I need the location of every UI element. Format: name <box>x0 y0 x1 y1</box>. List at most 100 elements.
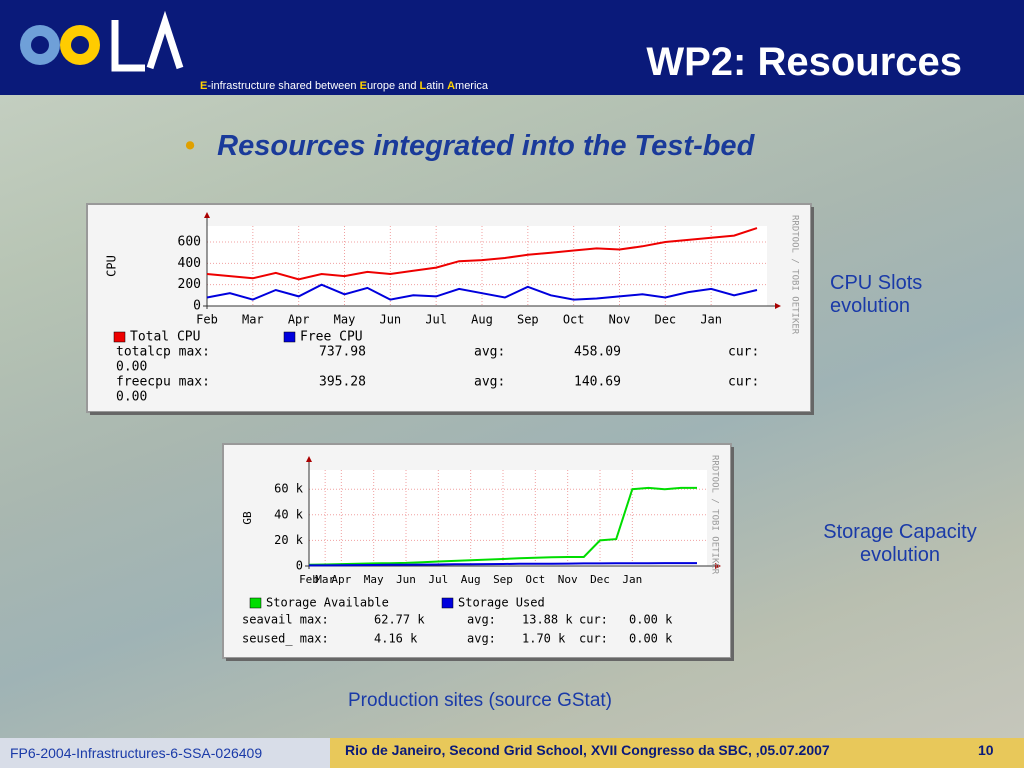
slide-title: WP2: Resources <box>646 40 962 84</box>
graph-shadow <box>811 207 814 415</box>
x-tick-label: Dec <box>590 573 610 586</box>
stats-text: avg: <box>474 345 505 360</box>
tagline-part: E <box>359 80 367 92</box>
stats-text: 458.09 <box>574 345 621 360</box>
axis-arrow <box>715 563 721 569</box>
x-tick-label: Dec <box>654 313 676 327</box>
series-line <box>308 486 697 566</box>
note: CPU Slots evolution <box>830 272 923 317</box>
tagline-part: E <box>200 80 208 92</box>
y-tick-label: 400 <box>178 256 201 271</box>
stats-text: avg: <box>467 613 496 627</box>
stats-text: cur: <box>579 613 608 627</box>
stats-text: cur: <box>579 632 608 646</box>
legend-label: Free CPU <box>300 330 363 345</box>
x-tick-label: Sep <box>517 313 539 327</box>
page-number: 10 <box>978 742 994 758</box>
x-tick-label: May <box>364 573 384 586</box>
axis-arrow <box>204 212 210 218</box>
x-tick-label: Jan <box>622 573 642 586</box>
tagline-part: -infrastructure shared between <box>207 80 360 92</box>
series-line <box>206 283 758 301</box>
stats-text: 13.88 k <box>522 613 573 627</box>
stats-text: seused_ max: <box>242 632 329 646</box>
stats-text: avg: <box>474 375 505 390</box>
x-tick-label: Apr <box>331 573 351 586</box>
stats-text: 737.98 <box>319 345 366 360</box>
legend-swatch <box>283 331 296 343</box>
tagline-part: merica <box>455 80 489 92</box>
legend-swatch <box>441 597 454 609</box>
rrd-graph: Feb Mar Apr May Jun Jul Aug Sep Oct Nov Dec Jan 0 200… <box>86 203 814 415</box>
graph-shadow <box>90 412 814 415</box>
stats-text: 0.00 k <box>629 632 673 646</box>
y-tick-label: 60 k <box>274 482 304 496</box>
x-tick-label: Nov <box>609 313 631 327</box>
x-tick-label: Apr <box>288 313 310 327</box>
legend-swatch <box>249 597 262 609</box>
y-axis-label: GB <box>241 511 254 525</box>
legend-swatch <box>113 331 126 343</box>
x-tick-label: Jul <box>428 573 448 586</box>
side-label: RRDTOOL / TOBI OETIKER <box>710 455 720 575</box>
y-tick-label: 20 k <box>274 533 304 547</box>
x-tick-label: Jun <box>396 573 416 586</box>
x-tick-label: Nov <box>558 573 578 586</box>
tagline-part: atin <box>426 80 448 92</box>
tagline-part: urope and <box>366 80 420 92</box>
stats-text: 4.16 k <box>374 632 418 646</box>
stats-text: seavail max: <box>242 613 329 627</box>
x-tick-label: Oct <box>563 313 585 327</box>
x-tick-label: Feb <box>196 313 218 327</box>
x-tick-label: Jun <box>379 313 401 327</box>
stats-text: 0.00 <box>116 390 147 405</box>
legend-label: Storage Available <box>266 596 389 610</box>
tagline: E-infrastructure shared between Europe a… <box>200 80 488 92</box>
x-tick-label: Aug <box>461 573 481 586</box>
stats-text: freecpu max: <box>116 375 210 390</box>
side-label: RRDTOOL / TOBI OETIKER <box>790 215 800 335</box>
stats-text: 0.00 <box>116 360 147 375</box>
footer-center: Rio de Janeiro, Second Grid School, XVII… <box>345 742 830 758</box>
logo <box>20 10 184 72</box>
y-tick-label: 200 <box>178 277 201 292</box>
series-line <box>309 562 697 567</box>
y-axis-label: CPU <box>105 255 119 277</box>
stats-text: 140.69 <box>574 375 621 390</box>
y-tick-label: 0 <box>296 559 303 573</box>
stats-text: avg: <box>467 632 496 646</box>
axis-arrow <box>775 303 781 309</box>
x-tick-label: Jul <box>425 313 447 327</box>
x-tick-label: May <box>334 313 356 327</box>
caption: Production sites (source GStat) <box>348 690 612 711</box>
x-tick-label: Jan <box>700 313 722 327</box>
stats-text: totalcp max: <box>116 345 210 360</box>
x-tick-label: Aug <box>471 313 493 327</box>
tagline-part: A <box>447 80 456 92</box>
stats-text: 0.00 k <box>629 613 673 627</box>
graph-shadow <box>226 658 734 661</box>
footer-left: FP6-2004-Infrastructures-6-SSA-026409 <box>0 738 330 768</box>
legend-label: Storage Used <box>458 596 545 610</box>
plot-bg <box>309 470 707 566</box>
bullet: Resources integrated into the Test-bed <box>185 130 754 163</box>
plot-bg <box>207 226 767 306</box>
stats-text: cur: <box>728 345 759 360</box>
y-tick-label: 40 k <box>274 507 304 521</box>
legend-label: Total CPU <box>130 330 200 345</box>
y-tick-label: 0 <box>193 299 201 314</box>
x-tick-label: Sep <box>493 573 513 586</box>
axis-arrow <box>306 456 312 462</box>
x-tick-label: Feb <box>299 573 319 586</box>
y-tick-label: 600 <box>178 235 201 250</box>
series-line <box>206 227 758 281</box>
stats-text: 62.77 k <box>374 613 425 627</box>
x-tick-label: Mar <box>315 573 335 586</box>
graph-shadow <box>731 447 734 661</box>
note: Storage Capacity evolution <box>823 521 977 566</box>
stats-text: 395.28 <box>319 375 366 390</box>
tagline-part: L <box>419 80 427 92</box>
x-tick-label: Mar <box>242 313 264 327</box>
